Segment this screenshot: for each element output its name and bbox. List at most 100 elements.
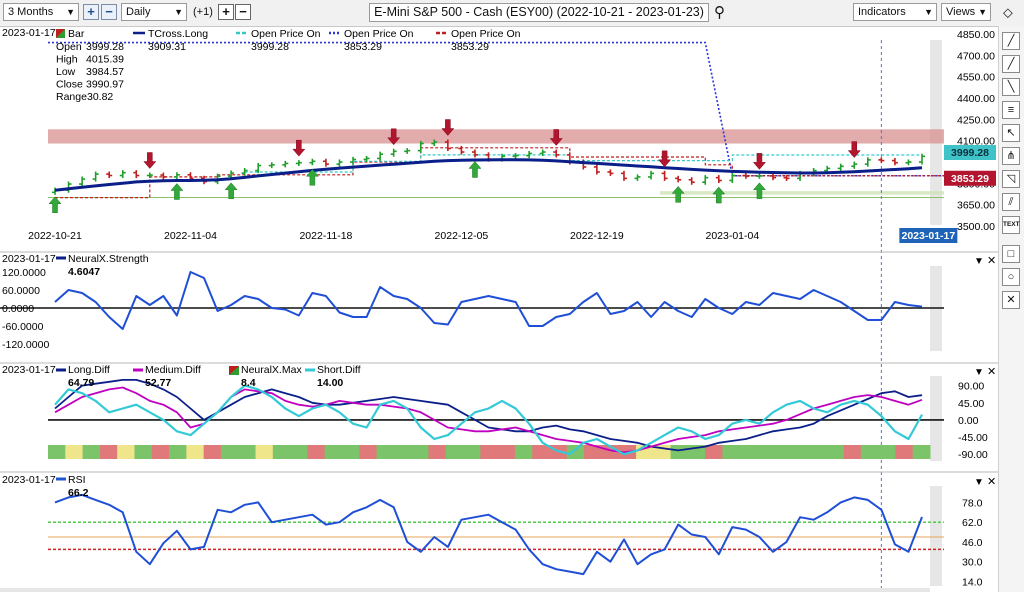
zoom-in-button[interactable]: + (83, 4, 99, 20)
text-tool-icon[interactable]: TEXT (1002, 216, 1020, 234)
legend-value: 64.79 (68, 377, 94, 389)
price-y-tick: 4550.00 (957, 72, 995, 84)
price-bar (241, 167, 248, 176)
chart-area[interactable]: 4850.00 4700.00 4550.00 4400.00 4250.00 4100.… (0, 26, 998, 592)
fib-tool-icon[interactable]: ≡ (1002, 101, 1020, 119)
zoom-out-button[interactable]: − (101, 4, 117, 20)
horizontal-scrollbar[interactable] (0, 588, 930, 592)
ohlc-label: Range (56, 91, 87, 103)
neuralx-max-band (359, 445, 378, 459)
rectangle-tool-icon[interactable]: □ (1002, 245, 1020, 263)
price-bar (715, 175, 722, 184)
period-select[interactable]: 3 Months ▼ (3, 3, 79, 21)
ohlc-label: Open (56, 41, 82, 53)
rsi-panel-close-icon[interactable]: ✕ (987, 476, 996, 488)
arrow-tool-icon[interactable]: ↖ (1002, 124, 1020, 142)
neuralx-max-band (65, 445, 84, 459)
price-bar (729, 172, 736, 184)
line-tool-icon[interactable]: ╱ (1002, 55, 1020, 73)
legend-value: 3909.31 (148, 41, 186, 53)
neuralx-max-band (445, 445, 464, 459)
views-button[interactable]: Views ▼ (941, 3, 991, 21)
price-bar (309, 158, 316, 166)
diff-axis-scrollbar[interactable] (930, 376, 942, 461)
neuralx-max-band (722, 445, 741, 459)
circle-tool-icon[interactable]: ○ (1002, 268, 1020, 286)
neural-strength-panel: 120.0000 60.0000 0.0000 -60.0000 -120.0000 (0, 251, 998, 351)
period-select-value: 3 Months (8, 6, 54, 18)
price-bar (878, 157, 885, 164)
price-x-tick: 2022-11-04 (164, 230, 217, 242)
pitchfork-tool-icon[interactable]: ⋔ (1002, 147, 1020, 165)
price-bar (106, 171, 113, 179)
views-label: Views (946, 6, 976, 18)
chevron-down-icon: ▼ (978, 7, 987, 17)
date-tag-label: 2023-01-17 (902, 230, 956, 242)
legend-value: 3853.29 (344, 41, 382, 53)
ohlc-label: Close (56, 79, 83, 91)
open-price-cyan-dashed-line (244, 154, 922, 173)
neural-legend-value: 4.6047 (68, 266, 100, 278)
legend-value: 3999.28 (251, 41, 289, 53)
diff-panel-maximize-icon[interactable]: ▼ (974, 367, 984, 378)
price-y-tick: 4700.00 (957, 50, 995, 62)
price-bar (891, 158, 898, 166)
bar-swatch-red (56, 29, 65, 38)
neural-panel-date: 2023-01-17 (2, 253, 56, 265)
neuralx-max-band (860, 445, 879, 459)
price-bar (471, 149, 478, 158)
neural-panel-close-icon[interactable]: ✕ (987, 255, 996, 267)
neural-y-tick: 120.0000 (2, 267, 46, 279)
rsi-y-tick: 62.0 (962, 517, 983, 529)
price-bar (282, 160, 289, 168)
price-bar (350, 156, 357, 165)
drawing-tools-sidebar: ╱ ╱ ╲ ≡ ↖ ⋔ ◹ ⫽ TEXT □ ○ ✕ (998, 26, 1024, 592)
neuralx-max-band (532, 445, 551, 459)
price-panel-date: 2023-01-17 (2, 27, 56, 39)
sell-arrow-icon (847, 141, 861, 158)
neuralx-max-band (203, 445, 222, 459)
channel-tool-icon[interactable]: ⫽ (1002, 193, 1020, 211)
symbol-title[interactable]: E-Mini S&P 500 - Cash (ESY00) (2022-10-2… (369, 3, 709, 22)
cross-tool-icon[interactable]: ✕ (1002, 291, 1020, 309)
buy-arrow-icon (305, 168, 319, 186)
interval-select[interactable]: Daily ▼ (121, 3, 187, 21)
search-icon[interactable]: ⚲ (714, 4, 725, 21)
price-x-tick: 2022-11-18 (299, 230, 352, 242)
price-bar (783, 175, 790, 181)
price-bar (675, 175, 682, 183)
shape-tool-icon[interactable]: ◹ (1002, 170, 1020, 188)
neural-panel-maximize-icon[interactable]: ▼ (974, 256, 984, 267)
diff-y-tick: 45.00 (958, 398, 984, 410)
add-offset-button[interactable]: + (218, 4, 234, 20)
neuralx-max-band (307, 445, 326, 459)
neuralx-max-band (878, 445, 896, 459)
pin-icon[interactable]: ⬦ (1003, 4, 1013, 20)
sell-arrow-icon (752, 153, 766, 170)
tcross-long-line (54, 158, 923, 192)
remove-offset-button[interactable]: − (235, 4, 251, 20)
sell-arrow-icon (292, 139, 306, 157)
price-bar (702, 175, 709, 185)
neuralx-max-band (411, 445, 429, 459)
price-bar (119, 170, 126, 179)
rsi-panel-maximize-icon[interactable]: ▼ (974, 477, 984, 488)
neuralx-max-band (895, 445, 914, 459)
indicators-button[interactable]: Indicators ▼ (853, 3, 937, 21)
price-bar (444, 139, 451, 152)
sell-arrow-icon (549, 129, 563, 146)
diff-panel-close-icon[interactable]: ✕ (987, 366, 996, 378)
price-bar (160, 172, 167, 180)
support-zone (660, 191, 944, 195)
neuralx-max-band (151, 445, 170, 459)
rsi-axis-scrollbar[interactable] (930, 486, 942, 586)
offset-label: (+1) (193, 6, 213, 18)
price-tag-label: 3853.29 (951, 173, 989, 185)
ray-tool-icon[interactable]: ╲ (1002, 78, 1020, 96)
rsi-y-tick: 30.0 (962, 557, 983, 569)
price-y-tick: 4100.00 (957, 136, 995, 148)
line-tool-icon[interactable]: ╱ (1002, 32, 1020, 50)
price-bar (336, 159, 343, 167)
neuralx-max-band (169, 445, 187, 459)
